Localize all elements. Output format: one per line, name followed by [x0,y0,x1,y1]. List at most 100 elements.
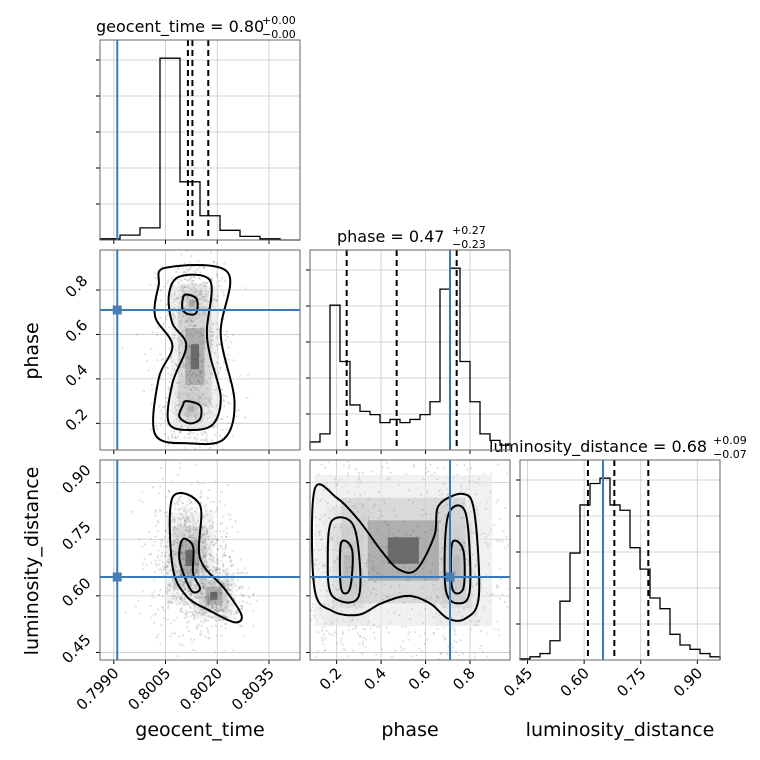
scatter-point [303,539,305,541]
svg-text:+0.27: +0.27 [452,224,486,237]
scatter-point [166,572,169,575]
scatter-point [336,642,339,645]
scatter-point [249,543,251,545]
scatter-point [415,534,418,538]
scatter-point [179,597,182,600]
scatter-point [176,500,179,503]
scatter-point [179,324,182,327]
scatter-point [189,480,191,482]
scatter-point [381,598,384,601]
scatter-point [452,415,454,417]
scatter-point [229,589,232,592]
scatter-point [156,556,159,559]
scatter-point [497,498,500,501]
scatter-point [506,606,509,609]
scatter-point [412,464,416,467]
scatter-point [244,287,247,290]
scatter-point [207,564,210,567]
scatter-point [376,572,379,575]
scatter-point [244,416,247,419]
scatter-point [445,545,448,548]
scatter-point [206,531,209,534]
scatter-point [149,552,153,556]
scatter-point [348,500,351,503]
scatter-point [198,292,201,296]
scatter-point [209,510,212,513]
scatter-point [187,386,190,389]
density-block [185,550,194,567]
panel-frame [309,249,511,451]
scatter-point [492,628,496,631]
scatter-point [227,422,230,425]
scatter-point [425,597,428,600]
scatter-point [187,324,190,328]
scatter-point [220,591,223,594]
scatter-point [181,553,184,556]
scatter-point [371,560,374,563]
scatter-point [159,410,162,413]
scatter-point [173,368,176,371]
scatter-point [387,595,390,599]
scatter-point [183,601,187,604]
scatter-point [203,554,206,557]
scatter-point [164,554,167,557]
scatter-point [245,601,248,604]
scatter-point [170,601,173,604]
scatter-point [223,595,226,598]
scatter-point [177,508,180,512]
scatter-point [218,608,221,611]
scatter-point [224,279,227,283]
scatter-point [198,611,201,614]
scatter-point [378,625,381,628]
scatter-point [321,643,325,646]
scatter-point [225,415,229,418]
scatter-point [227,609,231,613]
scatter-point [230,564,233,567]
scatter-point [340,637,343,640]
scatter-point [182,478,184,480]
scatter-point [123,480,126,483]
scatter-point [159,542,162,545]
scatter-point [426,638,429,641]
scatter-point [169,409,172,412]
scatter-point [364,638,368,641]
scatter-point [145,563,148,567]
scatter-point [217,589,220,592]
scatter-point [192,533,195,536]
scatter-point [182,555,185,559]
scatter-point [225,531,228,535]
scatter-point [212,330,215,334]
scatter-point [336,589,339,592]
scatter-point [493,523,496,527]
scatter-point [191,299,194,302]
scatter-point [419,493,423,496]
scatter-point [207,603,211,607]
scatter-point [144,353,147,356]
scatter-point [209,329,212,333]
scatter-point [375,653,378,656]
scatter-point [187,589,190,592]
scatter-point [396,570,399,573]
scatter-point [176,544,180,548]
scatter-point [434,550,437,554]
scatter-point [190,555,193,558]
scatter-point [372,505,375,508]
scatter-point [165,495,168,498]
scatter-point [211,558,214,561]
scatter-point [187,496,190,499]
scatter-point [215,343,219,347]
panel-frame [99,459,301,661]
scatter-point [190,375,193,378]
scatter-point [446,653,449,656]
scatter-point [507,587,510,591]
scatter-point [239,374,242,377]
scatter-point [185,370,188,373]
scatter-point [474,563,478,567]
scatter-point [271,553,273,555]
scatter-point [181,545,184,548]
scatter-point [152,454,154,456]
scatter-point [153,570,156,574]
scatter-point [214,624,217,627]
scatter-point [182,557,185,560]
scatter-point [179,578,183,581]
